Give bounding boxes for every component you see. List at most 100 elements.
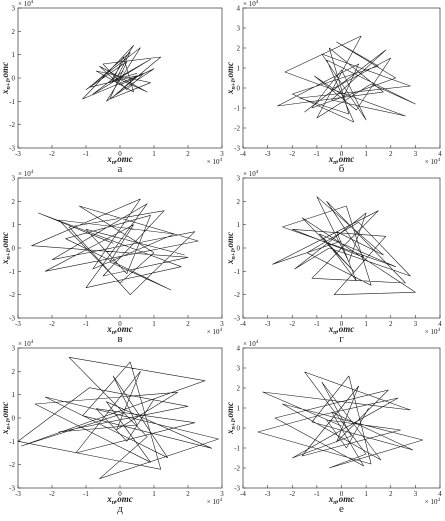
x-multiplier: × 104	[425, 498, 441, 506]
x-tick-label: -1	[83, 490, 89, 498]
x-tick-label: -3	[15, 320, 21, 328]
y-tick-label: -3	[234, 145, 240, 153]
label-unit: ,отс	[336, 494, 355, 504]
label-sub: n	[112, 500, 116, 506]
label-base: x	[225, 259, 235, 265]
x-tick-label: 0	[118, 150, 122, 158]
y-tick-label: -2	[9, 461, 15, 469]
y-tick-label: -2	[234, 125, 240, 133]
x-tick-label: 1	[364, 320, 368, 328]
panel-caption: е	[339, 503, 344, 515]
multiplier-base: × 10	[243, 0, 256, 8]
y-axis-label: xn+1,отс	[0, 62, 12, 95]
multiplier-base: × 10	[425, 328, 438, 336]
multiplier-base: × 10	[18, 170, 31, 178]
y-tick-label: -1	[234, 268, 240, 276]
multiplier-exp: 4	[31, 0, 34, 5]
trajectory	[277, 35, 416, 123]
y-tick-label: -1	[9, 268, 15, 276]
multiplier-exp: 4	[256, 0, 259, 5]
label-sub: n	[112, 160, 116, 166]
panel-caption: г	[339, 333, 344, 345]
multiplier-exp: 4	[220, 498, 223, 503]
y-tick-label: 0	[237, 85, 241, 93]
panel-caption: в	[117, 333, 122, 345]
trajectory	[82, 45, 162, 102]
multiplier-base: × 10	[425, 158, 438, 166]
label-unit: ,отс	[114, 154, 133, 164]
x-axis-label: xn,отс	[106, 324, 133, 336]
label-base: x	[106, 324, 112, 334]
label-sub: n+1	[231, 420, 237, 430]
y-tick-label: 3	[237, 25, 241, 33]
y-tick-label: -1	[9, 98, 15, 106]
x-tick-label: -3	[265, 320, 271, 328]
label-base: x	[328, 324, 334, 334]
x-tick-label: -2	[289, 150, 295, 158]
y-tick-label: 0	[12, 75, 16, 83]
y-tick-label: 1	[237, 65, 241, 73]
label-sub: n+1	[6, 420, 12, 430]
x-tick-label: 1	[364, 150, 368, 158]
y-axis-label: xn+1,отс	[0, 232, 12, 265]
label-base: x	[0, 89, 10, 95]
label-unit: ,отс	[225, 402, 235, 421]
y-multiplier: × 104	[18, 170, 34, 178]
x-tick-label: 2	[389, 490, 393, 498]
multiplier-exp: 4	[438, 498, 441, 503]
y-tick-label: 3	[237, 365, 241, 373]
x-tick-label: 2	[186, 150, 190, 158]
y-tick-label: 1	[237, 405, 241, 413]
x-tick-label: -2	[49, 150, 55, 158]
trajectory	[257, 371, 424, 469]
label-sub: n+1	[6, 80, 12, 90]
multiplier-base: × 10	[243, 340, 256, 348]
x-tick-label: 1	[152, 490, 156, 498]
x-tick-label: 1	[364, 490, 368, 498]
x-tick-label: -2	[49, 320, 55, 328]
multiplier-exp: 4	[256, 170, 259, 175]
x-tick-label: 4	[438, 490, 442, 498]
panel-caption: д	[117, 503, 123, 515]
y-tick-label: 0	[12, 415, 16, 423]
plot-frame	[17, 177, 223, 319]
multiplier-exp: 4	[438, 158, 441, 163]
label-sub: n	[333, 500, 337, 506]
y-multiplier: × 104	[18, 340, 34, 348]
label-sub: n+1	[231, 80, 237, 90]
y-tick-label: -3	[9, 315, 15, 323]
y-tick-label: -1	[234, 105, 240, 113]
y-axis-label: xn+1,отс	[0, 402, 12, 435]
multiplier-exp: 4	[256, 340, 259, 345]
label-sub: n	[112, 330, 116, 336]
panel-caption: а	[118, 163, 123, 175]
multiplier-exp: 4	[438, 328, 441, 333]
x-tick-label: 3	[220, 150, 224, 158]
x-tick-label: 3	[220, 320, 224, 328]
label-base: x	[0, 259, 10, 265]
label-unit: ,отс	[0, 232, 10, 251]
label-base: x	[106, 154, 112, 164]
y-tick-label: 3	[12, 5, 16, 13]
x-tick-label: -3	[265, 490, 271, 498]
x-tick-label: 4	[438, 320, 442, 328]
x-tick-label: -1	[314, 490, 320, 498]
x-tick-label: -1	[314, 320, 320, 328]
y-tick-label: 2	[237, 45, 241, 53]
multiplier-base: × 10	[18, 340, 31, 348]
y-tick-label: 0	[237, 425, 241, 433]
y-tick-label: 4	[237, 345, 241, 353]
y-tick-label: -2	[9, 291, 15, 299]
y-tick-label: 2	[237, 198, 241, 206]
multiplier-exp: 4	[31, 340, 34, 345]
y-axis-label: xn+1,отс	[225, 62, 237, 95]
panel-caption: б	[339, 163, 345, 175]
y-tick-label: -1	[234, 445, 240, 453]
